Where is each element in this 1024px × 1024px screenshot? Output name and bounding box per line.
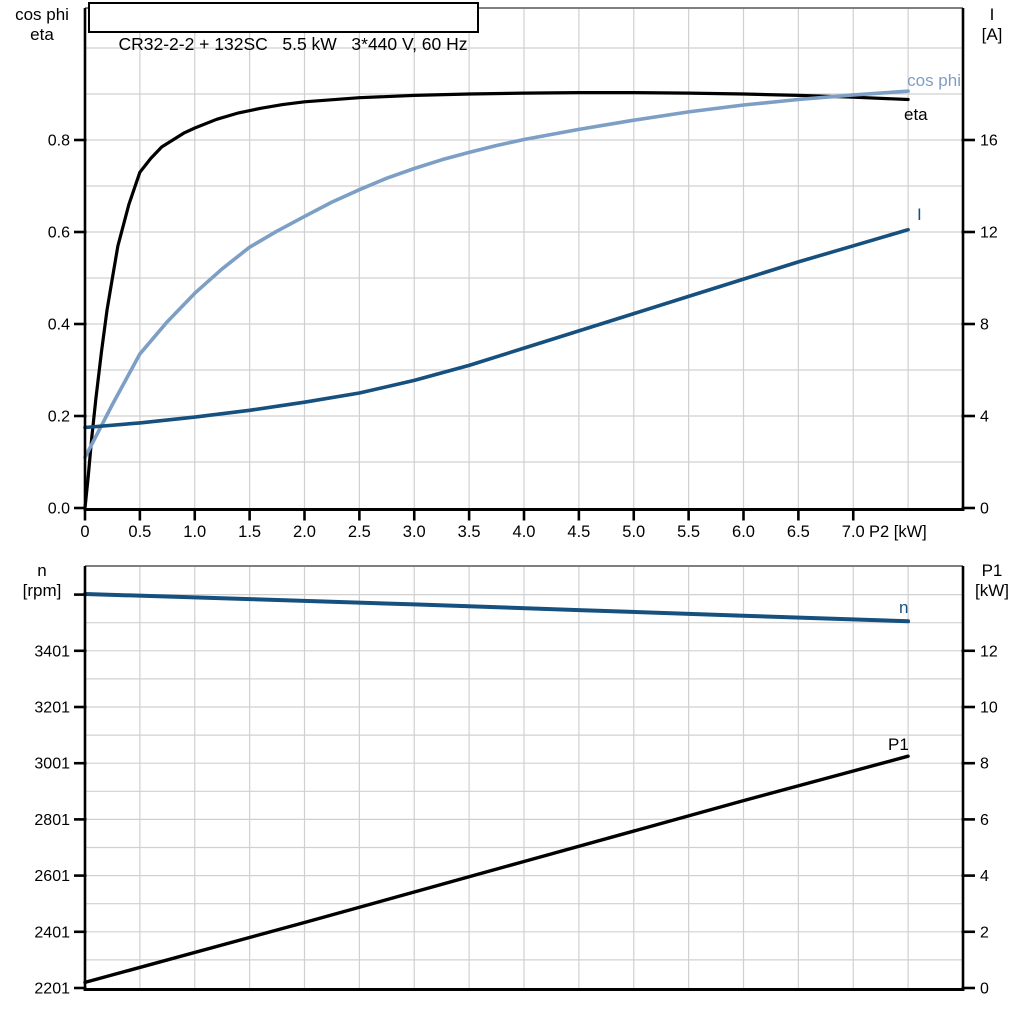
left-tick-label: 3001 [34,756,70,773]
x-ticks-0: 0 0.5 1.0 1.5 2.0 2.5 3.0 3.5 4.0 4.5 5.0 5.5 6.0 6.5… [80,509,927,541]
x-tick-label: 0 [80,523,89,541]
right-axis-title-bottom: P1 [kW] [962,561,1022,601]
gridlines-1 [85,566,963,988]
series-eta-line [83,91,910,510]
x-tick-label: 3.0 [403,523,426,541]
x-tick-label: 6.5 [787,523,810,541]
left-tick-label: 0.8 [48,133,70,150]
x-tick-label: 5.0 [622,523,645,541]
right-axis-title-line1: I [989,5,995,24]
right-axis-title-bottom-line1: P1 [981,561,1003,580]
series-I-line [83,227,910,430]
left-tick-label: 2201 [34,981,70,998]
series-cos-phi-line [83,89,910,460]
left-tick-label: 0.6 [48,225,70,242]
x-tick-label: 1.5 [238,523,261,541]
x-axis-unit-label: P2 [kW] [869,523,927,541]
x-tick-label: 4.5 [567,523,590,541]
right-tick-label: 0 [980,501,989,518]
right-ticks-0: 0 4 8 12 16 [961,133,998,518]
x-tick-label: 7.0 [842,523,865,541]
right-ticks-1: 0 2 4 6 8 10 12 [961,643,998,998]
left-tick-label: 0.0 [48,501,70,518]
left-ticks-1: 2201 2401 2601 2801 3001 3201 3401 [34,593,87,998]
right-tick-label: 12 [980,643,998,660]
right-axis-title-top: I [A] [962,5,1022,45]
right-tick-label: 0 [980,981,989,998]
curve-label-n: n [899,598,908,617]
left-tick-label: 3401 [34,643,70,660]
left-ticks-0: 0.0 0.2 0.4 0.6 0.8 [48,133,87,518]
series-n-line [83,592,911,624]
chart-panel-1: 2201 2401 2601 2801 3001 3201 3401 0 2 4 6 8 10 12 n P1 [34,565,998,998]
x-tick-label: 6.0 [732,523,755,541]
right-axis-title-line2: [A] [981,25,1003,44]
x-tick-label: 2.5 [348,523,371,541]
left-axis-title-line1: cos phi [15,5,69,24]
chart-title-box: CR32-2-2 + 132SC 5.5 kW 3*440 V, 60 Hz [88,2,479,54]
right-tick-label: 12 [980,225,998,242]
left-axis-title-bottom-line2: [rpm] [22,581,62,600]
right-tick-label: 6 [980,812,989,829]
left-tick-label: 3201 [34,700,70,717]
right-tick-label: 16 [980,133,998,150]
left-axis-title-bottom-line1: n [37,561,47,580]
series-P1-line [83,754,910,985]
left-tick-label: 0.2 [48,409,70,426]
x-tick-label: 1.0 [183,523,206,541]
curve-label-eta: eta [904,105,928,124]
curve-label-I: I [917,205,922,224]
right-tick-label: 8 [980,756,989,773]
right-axis-title-bottom-line2: [kW] [975,581,1009,600]
left-tick-label: 2601 [34,868,70,885]
left-tick-label: 0.4 [48,317,70,334]
chart-title: CR32-2-2 + 132SC 5.5 kW 3*440 V, 60 Hz [118,34,468,54]
chart-panel-0: 0.0 0.2 0.4 0.6 0.8 0 4 8 12 16 0 0.5 1.0 1.5 2.0 2.5 3.… [48,7,998,541]
left-axis-title-line2: eta [30,25,54,44]
left-axis-title-top: cos phi eta [0,5,84,45]
x-tick-label: 4.0 [513,523,536,541]
x-tick-label: 0.5 [128,523,151,541]
curve-label-P1: P1 [888,735,909,754]
right-tick-label: 4 [980,868,989,885]
left-tick-label: 2401 [34,924,70,941]
right-tick-label: 8 [980,317,989,334]
curve-label-cos-phi: cos phi [907,71,961,90]
left-axis-title-bottom: n [rpm] [0,561,84,601]
right-tick-label: 10 [980,700,998,717]
x-tick-label: 5.5 [677,523,700,541]
frame-1 [83,565,965,991]
x-tick-label: 2.0 [293,523,316,541]
x-tick-label: 3.5 [458,523,481,541]
right-tick-label: 4 [980,409,989,426]
left-tick-label: 2801 [34,812,70,829]
gridlines-0 [85,8,963,508]
right-tick-label: 2 [980,924,989,941]
